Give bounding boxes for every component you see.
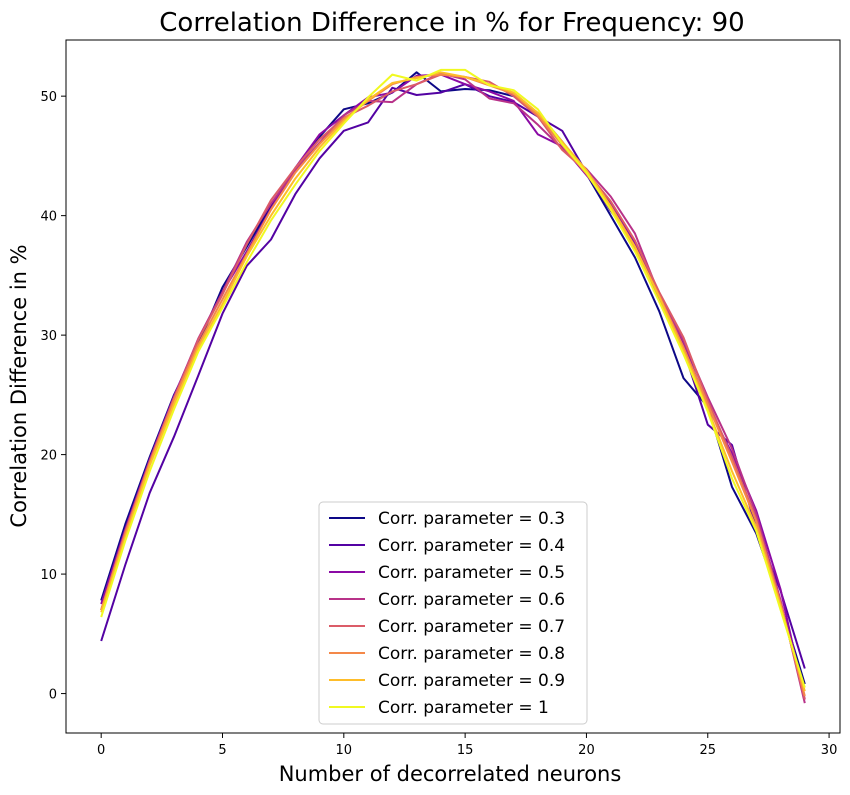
y-tick-label-0: 0: [49, 688, 57, 703]
legend-label-6: Corr. parameter = 0.9: [378, 671, 565, 691]
legend: Corr. parameter = 0.3 Corr. parameter = 0…: [318, 501, 588, 725]
series-line-6: [100, 71, 806, 692]
series-line-5: [100, 73, 806, 697]
series-line-0: [100, 71, 806, 685]
legend-items: Corr. parameter = 0.3 Corr. parameter = 0…: [329, 509, 565, 718]
legend-label-0: Corr. parameter = 0.3: [378, 509, 565, 529]
y-tick-label-5: 50: [40, 90, 57, 105]
legend-label-3: Corr. parameter = 0.6: [378, 590, 565, 610]
legend-frame: [318, 501, 588, 725]
x-axis-label: Number of decorrelated neurons: [279, 762, 622, 786]
y-tick-label-4: 40: [40, 210, 57, 225]
x-axis: 0 5 10 15 20 25 30: [97, 733, 837, 758]
y-axis-label: Correlation Difference in %: [7, 244, 31, 527]
x-tick-label-1: 5: [218, 743, 226, 758]
legend-label-1: Corr. parameter = 0.4: [378, 536, 565, 556]
x-tick-label-6: 30: [821, 743, 838, 758]
series-line-7: [100, 68, 806, 688]
y-tick-label-3: 30: [40, 329, 57, 344]
x-tick-label-0: 0: [97, 743, 105, 758]
series-layer: [100, 68, 806, 704]
x-tick-label-3: 15: [457, 743, 474, 758]
chart-title: Correlation Difference in % for Frequenc…: [159, 8, 744, 38]
legend-label-2: Corr. parameter = 0.5: [378, 563, 565, 583]
y-tick-label-1: 10: [40, 568, 57, 583]
axes-frame: [65, 39, 841, 734]
x-tick-label-2: 10: [336, 743, 353, 758]
plot-area: 0 5 10 15 20 25 30 0 10 20 30 40 50: [40, 39, 841, 758]
y-tick-label-2: 20: [40, 449, 57, 464]
legend-label-5: Corr. parameter = 0.8: [378, 644, 565, 664]
legend-label-7: Corr. parameter = 1: [378, 698, 549, 718]
y-axis: 0 10 20 30 40 50: [40, 90, 66, 703]
x-tick-label-5: 25: [699, 743, 716, 758]
x-tick-label-4: 20: [578, 743, 595, 758]
legend-label-4: Corr. parameter = 0.7: [378, 617, 565, 637]
